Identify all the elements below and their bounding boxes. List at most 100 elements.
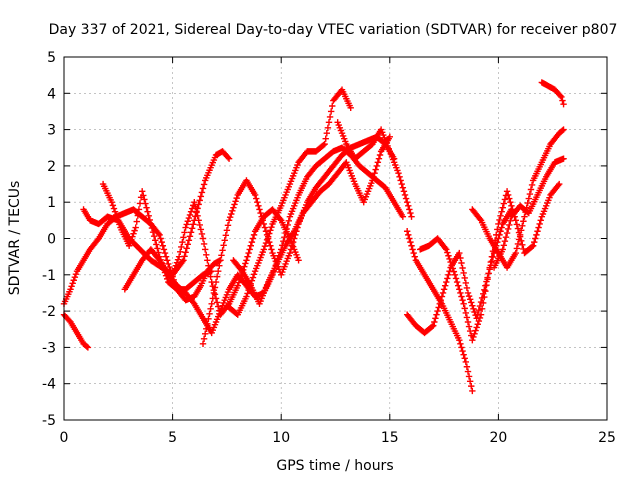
data-point <box>562 103 565 105</box>
data-point <box>328 183 330 185</box>
y-tick-label: 5 <box>47 50 56 66</box>
data-point <box>362 201 365 203</box>
data-point <box>176 284 178 287</box>
data-point <box>280 205 283 207</box>
data-point <box>397 172 400 174</box>
data-point <box>89 219 91 222</box>
data-point <box>523 252 526 254</box>
data-point <box>406 313 408 316</box>
data-point <box>319 190 322 193</box>
data-point <box>323 175 326 178</box>
data-point <box>358 165 361 167</box>
grid <box>64 57 607 420</box>
data-point <box>415 324 417 327</box>
y-tick-label: 1 <box>47 195 56 211</box>
data-point <box>488 237 491 240</box>
data-point <box>336 172 339 174</box>
data-point <box>306 175 309 178</box>
data-point <box>284 244 287 247</box>
data-point <box>202 274 204 276</box>
data-point <box>532 244 534 247</box>
data-point <box>89 248 91 251</box>
data-point <box>341 146 343 149</box>
data-point <box>228 219 230 222</box>
data-point <box>193 281 196 283</box>
data-point <box>354 157 356 160</box>
data-point <box>506 190 508 193</box>
data-point <box>82 259 85 262</box>
data-point <box>428 244 430 247</box>
data-point <box>297 194 300 196</box>
data-point <box>302 212 304 214</box>
data-point <box>315 165 317 167</box>
data-point <box>69 321 72 323</box>
data-point <box>445 248 448 251</box>
series-markers <box>417 180 563 344</box>
data-point <box>139 248 141 251</box>
data-point <box>554 88 556 91</box>
data-point <box>458 252 461 254</box>
data-point <box>467 292 469 294</box>
data-point <box>184 226 187 229</box>
data-point <box>349 107 352 109</box>
data-point <box>228 288 230 291</box>
data-point <box>371 143 374 145</box>
data-point <box>232 259 235 262</box>
data-point <box>306 201 309 203</box>
data-point <box>315 186 317 189</box>
data-point <box>293 230 296 233</box>
data-point <box>249 284 252 287</box>
data-point <box>389 150 391 153</box>
data-point <box>124 212 126 214</box>
data-point <box>167 263 170 265</box>
data-point <box>178 255 180 258</box>
series-markers <box>121 144 407 337</box>
data-point <box>82 342 85 345</box>
data-point <box>402 215 404 218</box>
data-point <box>119 226 122 229</box>
data-point <box>132 208 135 211</box>
data-point <box>254 270 256 272</box>
data-point <box>415 259 417 262</box>
data-point <box>362 150 365 153</box>
data-point <box>389 136 391 138</box>
data-point <box>124 288 126 291</box>
data-point <box>110 201 113 203</box>
data-point <box>280 274 283 276</box>
data-point <box>210 281 213 283</box>
data-point <box>323 143 326 145</box>
y-tick-label: -3 <box>42 340 56 356</box>
data-point <box>228 157 230 160</box>
data-point <box>341 88 343 91</box>
data-point <box>289 183 291 185</box>
data-point <box>158 234 161 236</box>
y-tick-label: -4 <box>42 377 56 393</box>
data-point <box>501 248 504 251</box>
data-point <box>562 128 565 131</box>
data-point <box>141 259 143 262</box>
data-point <box>228 303 230 305</box>
data-point <box>289 252 291 254</box>
data-point <box>454 274 456 276</box>
data-point <box>271 252 274 254</box>
x-tick-label: 5 <box>168 430 177 446</box>
data-point <box>332 150 335 153</box>
data-point <box>184 292 187 294</box>
data-point <box>523 215 526 218</box>
series-markers <box>538 79 567 108</box>
data-point <box>219 313 222 316</box>
data-point <box>236 284 239 287</box>
data-point <box>493 266 495 269</box>
data-point <box>167 274 170 276</box>
data-point <box>558 183 561 185</box>
data-point <box>182 259 185 262</box>
data-point <box>336 121 339 124</box>
data-point <box>536 194 539 196</box>
data-point <box>210 332 213 334</box>
data-point <box>184 299 187 302</box>
data-point <box>406 201 408 203</box>
data-point <box>193 303 196 305</box>
y-axis-label: SDTVAR / TECUs <box>7 181 23 296</box>
data-point <box>380 150 382 153</box>
